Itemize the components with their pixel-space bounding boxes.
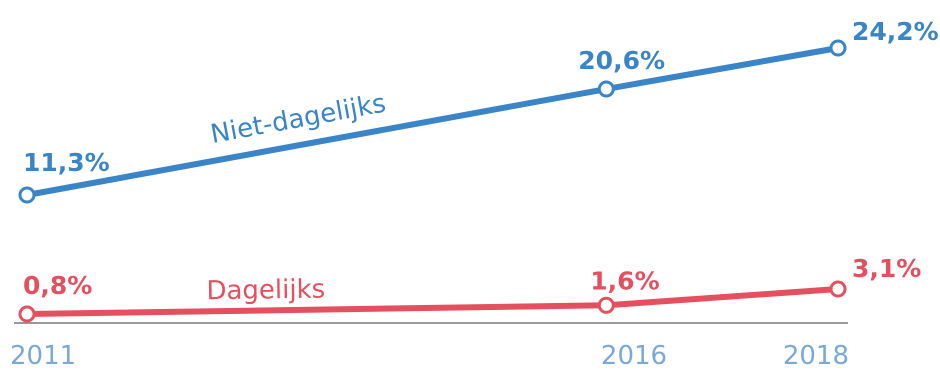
data-point-marker [597, 296, 615, 314]
series-niet-dagelijks: Niet-dagelijks 11,3% 20,6% 24,2% [18, 17, 939, 204]
series-line [24, 286, 841, 317]
data-point-marker [597, 80, 615, 98]
data-label: 24,2% [852, 17, 939, 46]
series-layer: Niet-dagelijks 11,3% 20,6% 24,2% Dagelijks 0,… [18, 17, 939, 323]
data-label: 11,3% [23, 148, 110, 177]
series-dagelijks: Dagelijks 0,8% 1,6% 3,1% [18, 254, 921, 323]
data-label: 0,8% [23, 271, 92, 300]
x-tick-label: 2011 [10, 341, 76, 371]
series-name-label: Niet-dagelijks [208, 89, 388, 150]
data-point-marker [18, 305, 36, 323]
x-tick-label: 2016 [601, 341, 667, 371]
data-point-marker [18, 186, 36, 204]
data-point-marker [829, 280, 847, 298]
data-point-marker [829, 39, 847, 57]
data-label: 1,6% [590, 266, 659, 295]
x-tick-label: 2018 [783, 341, 849, 371]
series-name-label: Dagelijks [206, 275, 325, 307]
series-line [24, 45, 841, 198]
data-label: 20,6% [578, 46, 665, 75]
x-axis-ticks: 2011 2016 2018 [10, 341, 849, 371]
data-label: 3,1% [852, 254, 921, 283]
